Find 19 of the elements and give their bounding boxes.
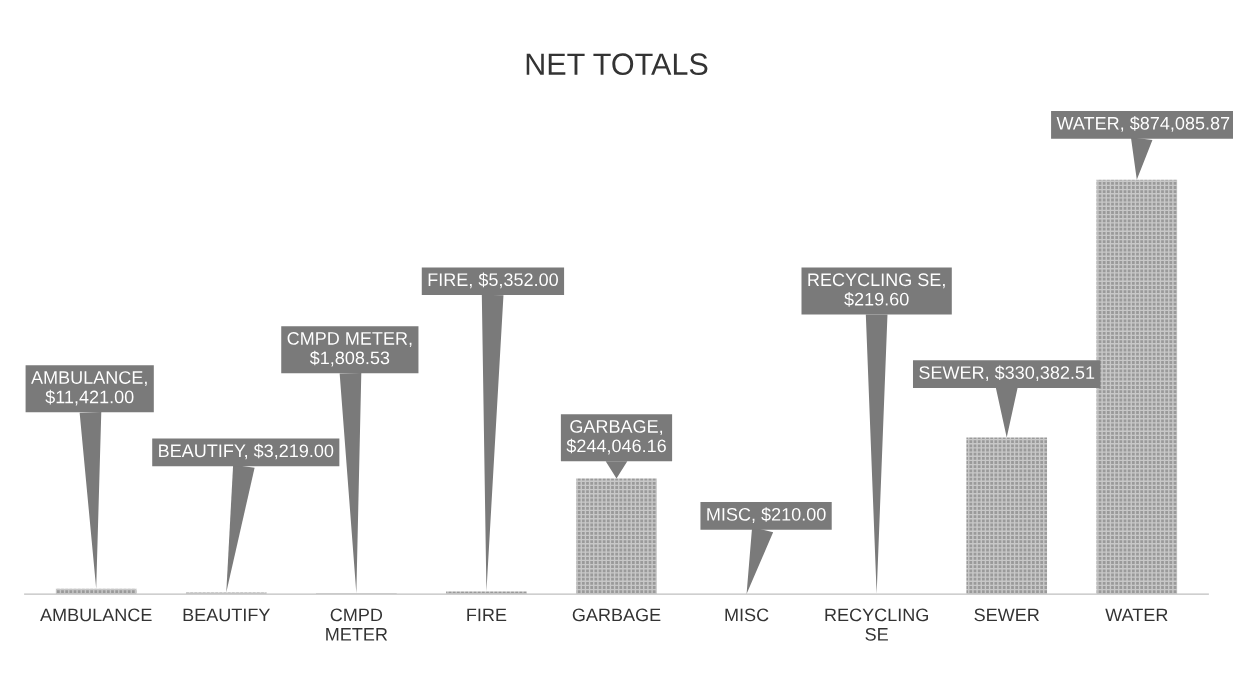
data-label: BEAUTIFY, $3,219.00 — [159, 443, 334, 460]
x-tick-label: BEAUTIFY — [183, 608, 271, 622]
data-label: FIRE, $5,352.00 — [428, 272, 558, 289]
x-tick-label: AMBULANCE — [40, 608, 152, 622]
x-tick-label: RECYCLING SE — [825, 608, 928, 641]
data-label: CMPD METER, $1,808.53 — [287, 332, 412, 367]
x-tick-label: WATER — [1105, 608, 1168, 622]
data-label: WATER, $874,085.87 — [1056, 116, 1230, 132]
x-tick-label: CMPD METER — [326, 608, 388, 641]
x-tick-label: FIRE — [467, 608, 507, 622]
data-label: MISC, $210.00 — [707, 507, 826, 523]
data-label: GARBAGE, $244,046.16 — [566, 420, 666, 455]
x-tick-label: GARBAGE — [572, 608, 661, 622]
data-label: AMBULANCE, $11,421.00 — [31, 371, 147, 406]
data-label: SEWER, $330,382.51 — [919, 365, 1095, 382]
data-label: RECYCLING SE, $219.60 — [808, 273, 945, 307]
x-tick-label: MISC — [725, 608, 769, 622]
chart-title: NET TOTALS — [526, 53, 708, 75]
x-tick-label: SEWER — [974, 608, 1039, 622]
